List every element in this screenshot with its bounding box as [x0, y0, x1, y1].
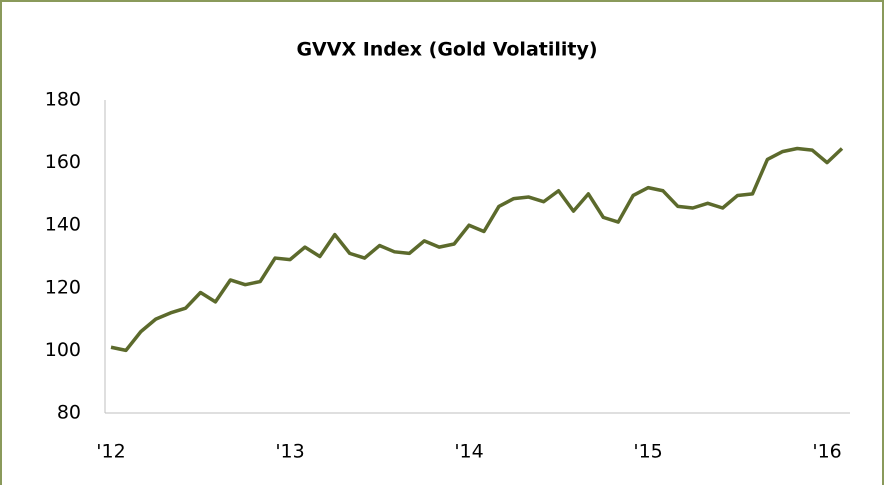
y-tick-label: 180	[45, 89, 81, 111]
x-tick-label: '16	[812, 441, 841, 463]
chart-title: GVVX Index (Gold Volatility)	[296, 39, 597, 61]
x-tick-label: '13	[275, 441, 304, 463]
y-tick-label: 80	[57, 402, 81, 424]
x-tick-label: '15	[633, 441, 662, 463]
x-tick-label: '12	[96, 441, 125, 463]
y-tick-label: 100	[45, 339, 81, 361]
x-tick-label: '14	[454, 441, 483, 463]
line-series	[110, 146, 844, 353]
y-tick-label: 140	[45, 214, 81, 236]
y-tick-label: 120	[45, 276, 81, 298]
y-tick-label: 160	[45, 151, 81, 173]
